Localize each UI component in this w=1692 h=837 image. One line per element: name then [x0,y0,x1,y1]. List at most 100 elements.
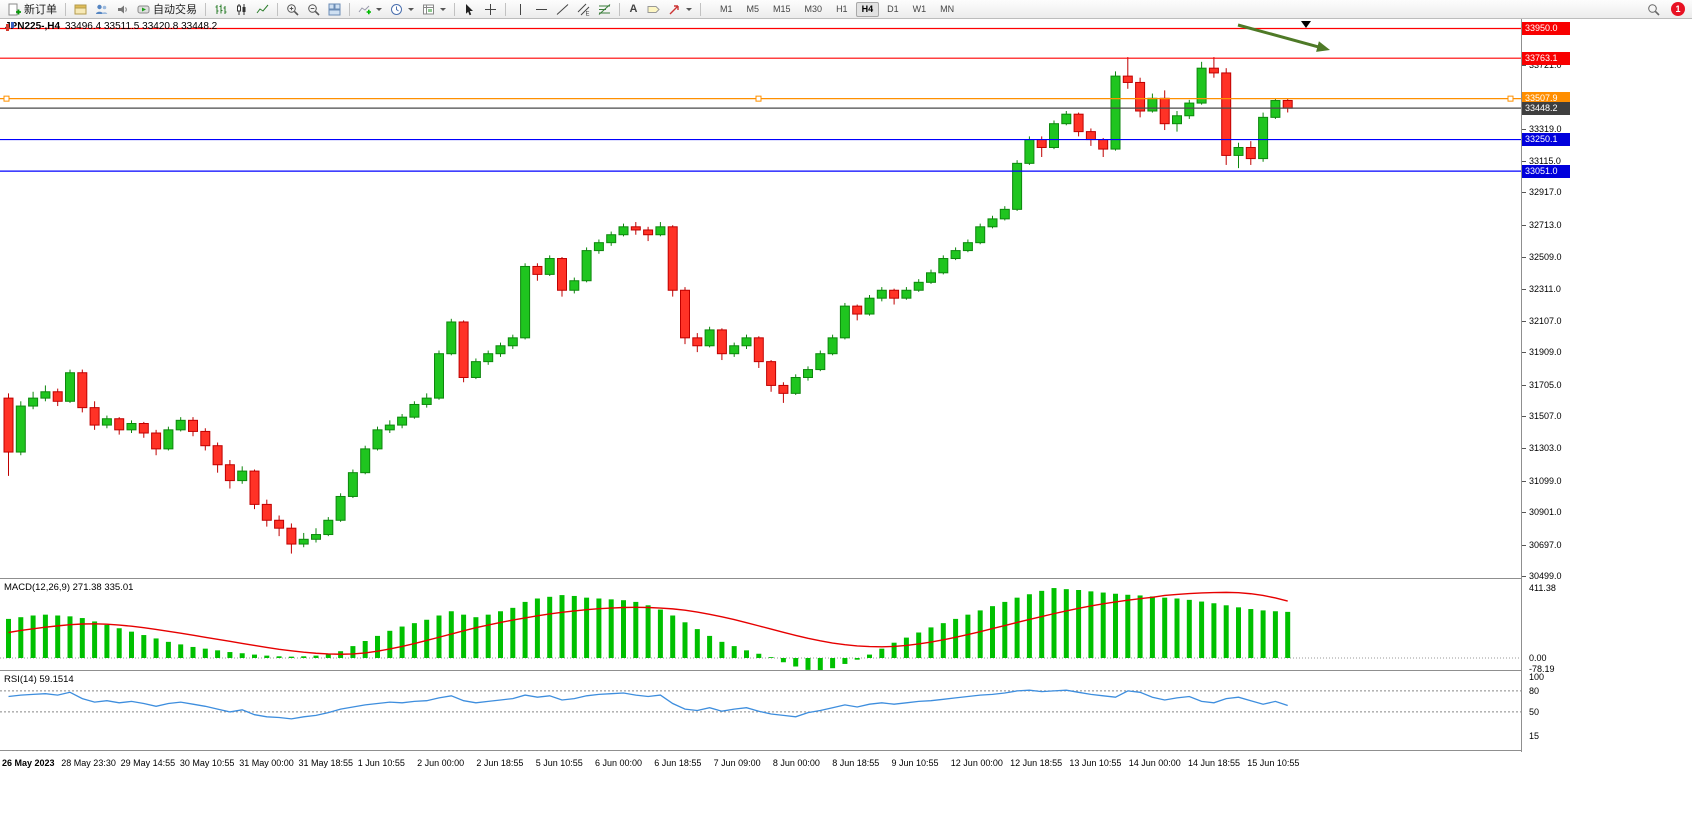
line-chart-button[interactable] [252,1,273,18]
time-axis-label: 14 Jun 18:55 [1188,758,1241,768]
timeframe-button-mn[interactable]: MN [940,4,955,14]
timeframe-button-m1[interactable]: M1 [720,4,733,14]
price-axis[interactable]: 411.38 0.00 -78.19 100 80 50 15 33721.0 3… [1521,19,1692,752]
cursor-button[interactable] [459,1,480,18]
text-tool-button[interactable]: A [624,1,643,18]
toolbar-separator [619,2,620,16]
time-axis-label: 6 Jun 00:00 [595,758,643,768]
price-axis-label: 32107.0 [1529,315,1562,326]
toolbar-right: 1 [1643,1,1688,18]
horizontal-line-button[interactable] [531,1,552,18]
templates-button[interactable] [418,1,450,18]
toolbar-separator [205,2,206,16]
time-axis-label: 2 Jun 18:55 [476,758,524,768]
zoom-in-button[interactable] [282,1,303,18]
macd-chart[interactable] [0,580,1521,670]
indicators-icon [358,5,371,14]
time-axis[interactable]: 26 May 2023 28 May 23:30 29 May 14:55 30 Ma… [0,752,1692,776]
vertical-line-button[interactable] [510,1,531,18]
panel-separator[interactable] [0,670,1692,671]
price-axis-label: 31909.0 [1529,347,1562,358]
axis-tick [1522,480,1526,482]
price-axis-label: 33721.0 [1529,59,1562,70]
tile-windows-icon [328,3,341,15]
axis-tick [1522,416,1526,418]
sound-icon [118,5,127,13]
profiles-button[interactable] [91,1,112,18]
macd-axis-label-top: 411.38 [1529,583,1556,593]
time-axis-label: 31 May 18:55 [298,758,354,768]
indicators-button[interactable] [354,1,386,18]
price-badge-33950.0: 33950.0 [1522,22,1570,36]
chart-window-icon [74,4,87,14]
toolbar: 新订单 自动交易 [0,0,1692,19]
new-order-label: 新订单 [24,4,57,16]
chevron-down-icon [408,7,414,11]
current-price-badge: 33448.2 [1522,101,1570,115]
channel-button[interactable]: E [573,1,594,18]
macd-axis-label-zero: 0.00 [1529,653,1547,663]
new-order-button[interactable]: 新订单 [4,1,61,18]
price-axis-label: 32311.0 [1529,283,1561,294]
time-axis-label: 5 Jun 10:55 [535,758,583,768]
panel-separator [0,750,1692,751]
timeframe-button-m5[interactable]: M5 [746,4,760,14]
price-axis-label: 32509.0 [1529,252,1562,263]
price-axis-label: 31303.0 [1529,443,1562,454]
price-axis-label: 32917.0 [1529,187,1562,198]
timeframe-button-h1[interactable]: H1 [836,4,848,14]
rsi-axis-label-50: 50 [1529,707,1540,717]
macd-label: MACD(12,26,9) 271.38 335.01 [4,582,134,593]
time-axis-label: 8 Jun 18:55 [832,758,880,768]
arrows-button[interactable] [664,1,696,18]
axis-tick [1522,160,1526,162]
chart-window-button[interactable] [70,1,91,18]
toolbar-separator [454,2,455,16]
time-axis-label: 1 Jun 10:55 [357,758,405,768]
axis-tick [1522,352,1526,354]
bar-chart-button[interactable] [210,1,231,18]
crosshair-button[interactable] [480,1,501,18]
price-badge-33250.1: 33250.1 [1522,133,1570,147]
main-chart-panel[interactable]: JPN225-,H4 33496.4 33511.5 33420.8 33448… [0,19,1521,578]
fibonacci-button[interactable] [594,1,615,18]
price-axis-label: 30697.0 [1529,539,1562,550]
trendline-button[interactable] [552,1,573,18]
autotrading-button[interactable]: 自动交易 [133,1,201,18]
time-axis-label: 26 May 2023 [2,758,55,768]
price-axis-label: 30901.0 [1529,507,1562,518]
price-axis-label: 32713.0 [1529,219,1562,230]
zoom-in-icon [287,3,299,16]
macd-panel[interactable]: MACD(12,26,9) 271.38 335.01 [0,580,1521,670]
rsi-chart[interactable] [0,672,1521,750]
timeframe-button-h4[interactable]: H4 [855,1,880,17]
time-axis-label: 28 May 23:30 [61,758,116,768]
timeframe-button-w1[interactable]: W1 [912,4,927,14]
tile-windows-button[interactable] [324,1,345,18]
axis-tick [1522,544,1526,546]
notification-badge[interactable]: 1 [1671,2,1685,16]
cursor-icon [466,3,473,15]
timeframe-button-m15[interactable]: M15 [773,4,791,14]
timeframe-button-d1[interactable]: D1 [887,4,899,14]
timeframe-button-m30[interactable]: M30 [804,4,823,14]
time-axis-label: 31 May 00:00 [239,758,294,768]
candlestick-chart[interactable] [0,19,1521,578]
clock-icon [391,3,402,15]
sounds-button[interactable] [112,1,133,18]
panel-separator[interactable] [0,578,1692,579]
horizontal-line-icon [536,8,547,10]
rsi-panel[interactable]: RSI(14) 59.1514 [0,672,1521,750]
text-label-button[interactable] [643,1,664,18]
price-axis-label: 31099.0 [1529,475,1562,486]
rsi-axis-label-80: 80 [1529,686,1540,696]
ohlc-values: 33496.4 33511.5 33420.8 33448.2 [65,21,218,32]
symbol-icon [6,22,14,31]
toolbar-separator [505,2,506,16]
zoom-out-button[interactable] [303,1,324,18]
search-button[interactable] [1643,1,1664,18]
macd-axis-label-bottom: -78.19 [1529,664,1555,674]
candlestick-chart-button[interactable] [231,1,252,18]
periods-button[interactable] [386,1,418,18]
time-axis-label: 8 Jun 00:00 [772,758,820,768]
